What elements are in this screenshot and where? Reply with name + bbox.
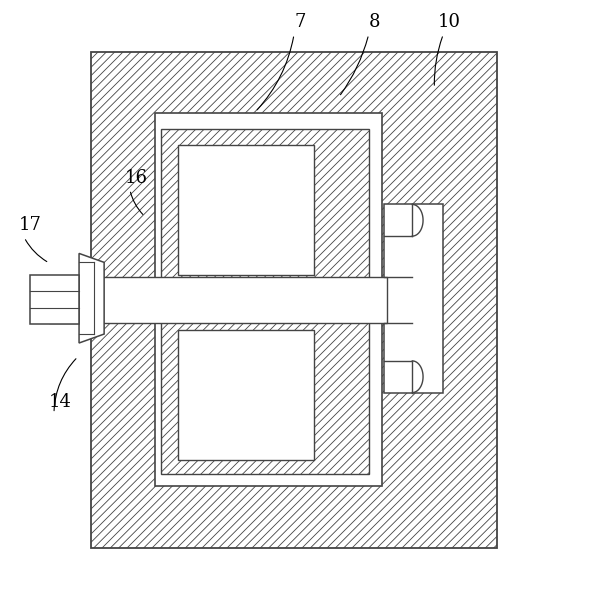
Bar (162, 312, 369, 475)
Polygon shape (79, 253, 104, 343)
Text: 7: 7 (294, 13, 306, 31)
Text: 17: 17 (18, 217, 42, 235)
Bar (30, 275, 79, 324)
Bar (155, 113, 382, 487)
Bar (177, 330, 314, 460)
Bar (177, 145, 314, 275)
Bar (384, 205, 443, 392)
Bar (49, 277, 387, 323)
Text: 16: 16 (124, 169, 147, 187)
Bar (162, 128, 369, 291)
Text: 10: 10 (438, 13, 461, 31)
Text: 14: 14 (48, 392, 72, 410)
Text: 8: 8 (369, 13, 381, 31)
Bar (91, 52, 497, 548)
